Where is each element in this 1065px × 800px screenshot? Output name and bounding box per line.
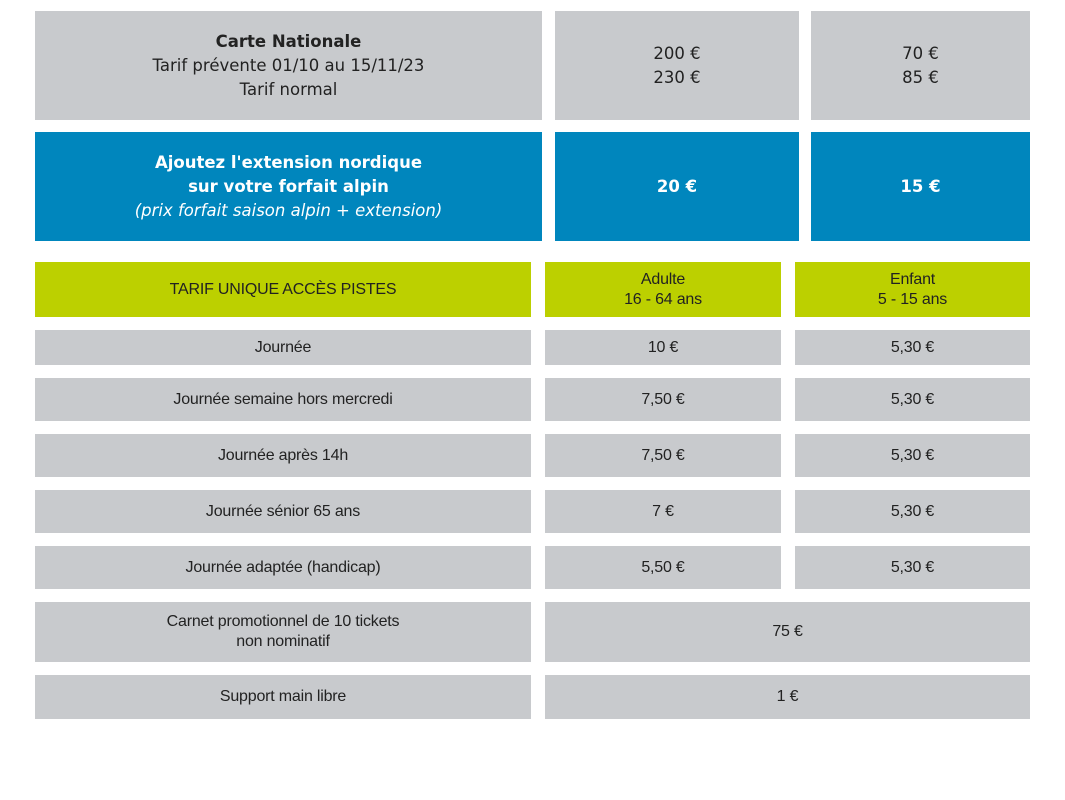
adult-price-cell: 7,50 €	[545, 434, 781, 477]
price: 85 €	[902, 67, 939, 87]
cell-text: non nominatif	[236, 633, 330, 650]
adult-price-cell: 5,50 €	[545, 546, 781, 589]
child-price-cell: 5,30 €	[795, 434, 1030, 477]
cell-text: 5,30 €	[890, 502, 935, 520]
row-label-cell: Journée adaptée (handicap)	[35, 546, 531, 589]
cell-text: 7,50 €	[641, 446, 685, 464]
header-text: Enfant	[889, 270, 936, 288]
row-label-cell: Journée	[35, 330, 531, 365]
child-price-cell: 5,30 €	[795, 546, 1030, 589]
extension-label-cell: Ajoutez l'extension nordique sur votre f…	[35, 132, 542, 241]
extension-note: (prix forfait saison alpin + extension)	[134, 200, 443, 220]
adult-price-cell: 7,50 €	[545, 378, 781, 421]
cell-text: Journée semaine hors mercredi	[173, 390, 393, 408]
price: 20 €	[656, 176, 698, 196]
header-label-cell: TARIF UNIQUE ACCÈS PISTES	[35, 262, 531, 317]
header-child-cell: Enfant 5 - 15 ans	[795, 262, 1030, 317]
row-label-cell: Journée après 14h	[35, 434, 531, 477]
row-label-cell: Journée semaine hors mercredi	[35, 378, 531, 421]
carte-line: Tarif normal	[239, 79, 338, 99]
cell-text: Support main libre	[219, 688, 347, 705]
price: 230 €	[653, 67, 701, 87]
cell-text: Carnet promotionnel de 10 tickets	[166, 613, 400, 630]
price: 70 €	[902, 43, 939, 63]
carte-line: Tarif prévente 01/10 au 15/11/23	[152, 55, 425, 75]
child-price-cell: 5,30 €	[795, 490, 1030, 533]
carte-title: Carte Nationale	[215, 31, 362, 51]
adult-price-cell: 7 €	[545, 490, 781, 533]
extension-child-cell: 15 €	[811, 132, 1030, 241]
row-label-cell: Carnet promotionnel de 10 tickets non nom…	[35, 602, 531, 662]
extension-line: sur votre forfait alpin	[188, 176, 389, 196]
carte-child-cell: 70 € 85 €	[811, 11, 1030, 120]
carte-label-cell: Carte Nationale Tarif prévente 01/10 au …	[35, 11, 542, 120]
merged-price-cell: 75 €	[545, 602, 1030, 662]
cell-text: 5,30 €	[890, 338, 935, 356]
row-label-cell: Journée sénior 65 ans	[35, 490, 531, 533]
row-label-cell: Support main libre	[35, 675, 531, 719]
carte-adult-cell: 200 € 230 €	[555, 11, 799, 120]
header-adult-cell: Adulte 16 - 64 ans	[545, 262, 781, 317]
extension-adult-cell: 20 €	[555, 132, 799, 241]
header-text: Adulte	[640, 270, 686, 288]
header-text: 16 - 64 ans	[624, 290, 702, 308]
cell-text: 5,50 €	[641, 558, 685, 576]
adult-price-cell: 10 €	[545, 330, 781, 365]
header-label: TARIF UNIQUE ACCÈS PISTES	[169, 280, 397, 298]
child-price-cell: 5,30 €	[795, 378, 1030, 421]
price: 200 €	[653, 43, 701, 63]
cell-text: 1 €	[776, 688, 799, 705]
child-price-cell: 5,30 €	[795, 330, 1030, 365]
price: 15 €	[900, 176, 941, 196]
cell-text: Journée	[254, 338, 312, 356]
cell-text: 7,50 €	[641, 390, 685, 408]
cell-text: 5,30 €	[890, 446, 935, 464]
cell-text: 5,30 €	[890, 558, 935, 576]
cell-text: Journée sénior 65 ans	[205, 502, 361, 520]
merged-price-cell: 1 €	[545, 675, 1030, 719]
cell-text: 7 €	[652, 502, 674, 520]
extension-line: Ajoutez l'extension nordique	[154, 152, 423, 172]
cell-text: 10 €	[647, 338, 679, 356]
cell-text: 75 €	[772, 623, 803, 640]
cell-text: 5,30 €	[890, 390, 935, 408]
cell-text: Journée adaptée (handicap)	[185, 558, 381, 576]
cell-text: Journée après 14h	[217, 446, 349, 464]
header-text: 5 - 15 ans	[877, 290, 948, 308]
